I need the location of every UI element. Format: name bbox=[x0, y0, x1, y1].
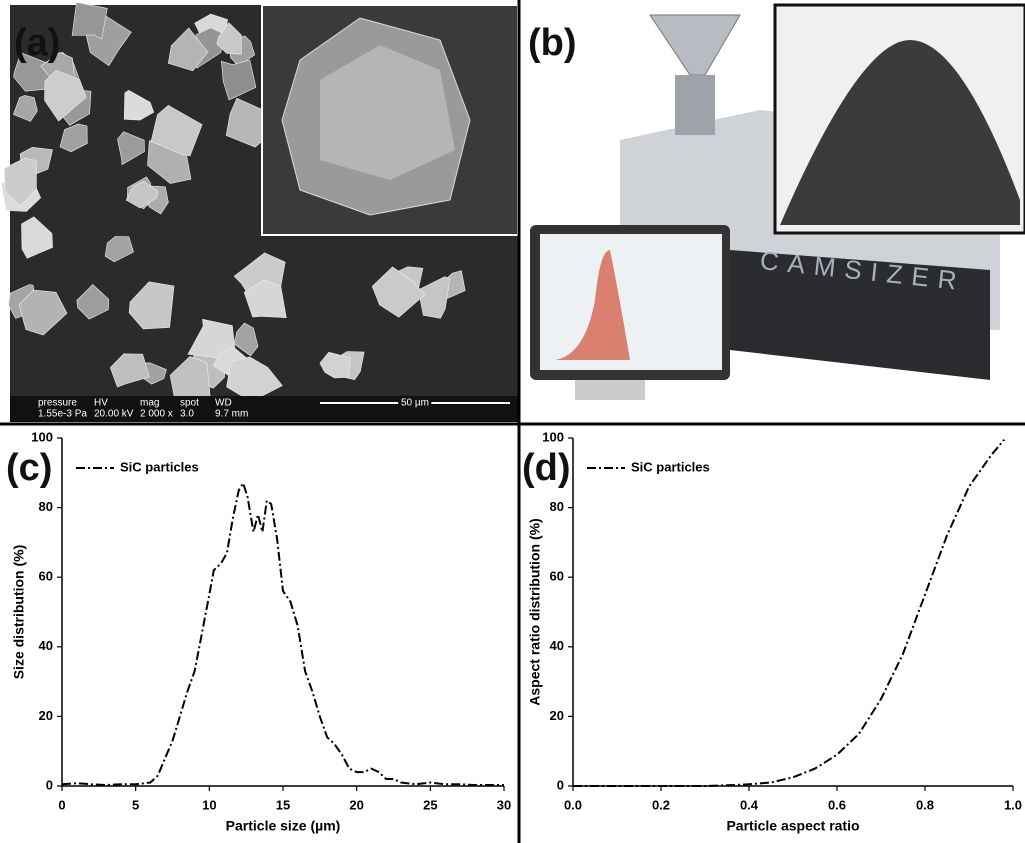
sem-field-name: mag bbox=[140, 398, 159, 409]
x-tick-label: 0.2 bbox=[652, 797, 670, 812]
sem-field-value: 2 000 x bbox=[140, 409, 173, 420]
x-tick-label: 30 bbox=[497, 797, 511, 812]
figure: pressure1.55e-3 Pa HV20.00 kV mag2 000 x sp… bbox=[0, 0, 1025, 843]
x-tick-label: 5 bbox=[132, 797, 139, 812]
y-tick-label: 100 bbox=[542, 429, 564, 444]
y-tick-label: 40 bbox=[39, 638, 53, 653]
sem-field-value: 1.55e-3 Pa bbox=[38, 409, 87, 420]
x-tick-label: 0.8 bbox=[916, 797, 934, 812]
y-tick-label: 20 bbox=[39, 708, 53, 723]
x-tick-label: 25 bbox=[423, 797, 437, 812]
legend-label: SiC particles bbox=[120, 459, 199, 474]
y-tick-label: 80 bbox=[39, 499, 53, 514]
panel-label: (d) bbox=[522, 447, 571, 489]
y-tick-label: 60 bbox=[550, 569, 564, 584]
y-tick-label: 60 bbox=[39, 569, 53, 584]
x-tick-label: 15 bbox=[276, 797, 290, 812]
x-tick-label: 10 bbox=[202, 797, 216, 812]
x-tick-label: 0.0 bbox=[564, 797, 582, 812]
sem-field-name: spot bbox=[180, 398, 199, 409]
y-tick-label: 0 bbox=[46, 777, 53, 792]
y-tick-label: 0 bbox=[557, 777, 564, 792]
monitor-stand bbox=[575, 380, 645, 400]
y-tick-label: 80 bbox=[550, 499, 564, 514]
sem-field-value: 20.00 kV bbox=[94, 409, 134, 420]
y-axis-label: Size distribution (%) bbox=[11, 545, 27, 680]
sem-field-value: 3.0 bbox=[180, 409, 194, 420]
y-tick-label: 100 bbox=[31, 429, 53, 444]
x-tick-label: 20 bbox=[349, 797, 363, 812]
sem-field-name: WD bbox=[215, 398, 232, 409]
sem-field-name: HV bbox=[94, 398, 108, 409]
feeder bbox=[675, 75, 715, 135]
sem-field-name: pressure bbox=[38, 398, 77, 409]
x-axis-label: Particle size (µm) bbox=[226, 818, 341, 834]
panel-label: (b) bbox=[528, 22, 577, 64]
legend-label: SiC particles bbox=[631, 459, 710, 474]
scale-bar-label: 50 µm bbox=[401, 398, 429, 409]
sem-field-value: 9.7 mm bbox=[215, 409, 248, 420]
x-axis-label: Particle aspect ratio bbox=[726, 818, 859, 834]
y-tick-label: 20 bbox=[550, 708, 564, 723]
y-axis-label: Aspect ratio distribution (%) bbox=[527, 518, 543, 705]
particle bbox=[72, 2, 107, 39]
panel-label: (a) bbox=[14, 22, 60, 64]
y-tick-label: 40 bbox=[550, 638, 564, 653]
panel-label: (c) bbox=[6, 447, 52, 489]
x-tick-label: 0 bbox=[58, 797, 65, 812]
x-tick-label: 0.6 bbox=[828, 797, 846, 812]
x-tick-label: 1.0 bbox=[1004, 797, 1022, 812]
x-tick-label: 0.4 bbox=[740, 797, 759, 812]
screen bbox=[540, 234, 722, 370]
